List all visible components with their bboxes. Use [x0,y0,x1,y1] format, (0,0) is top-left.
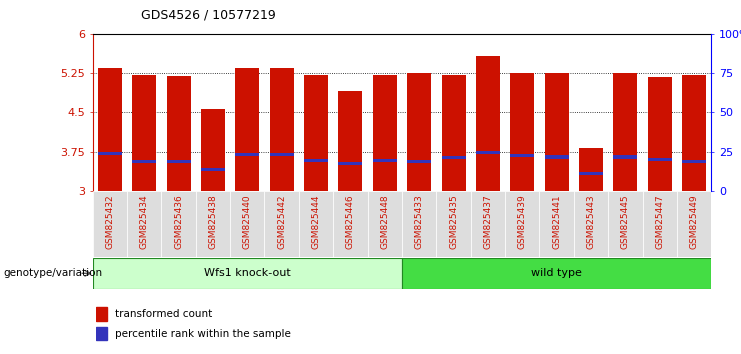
Bar [201,168,225,171]
Bar [270,153,293,156]
Text: GSM825432: GSM825432 [105,194,114,249]
Bar [608,191,642,257]
Text: GSM825439: GSM825439 [518,194,527,249]
Text: GSM825443: GSM825443 [587,194,596,249]
Bar [373,159,397,162]
Bar [196,191,230,257]
Bar [98,152,122,155]
Bar [333,191,368,257]
Bar [368,191,402,257]
Text: wild type: wild type [531,268,582,279]
FancyBboxPatch shape [93,258,402,289]
Bar [201,109,225,191]
Text: Wfs1 knock-out: Wfs1 knock-out [204,268,290,279]
Bar [511,73,534,191]
Bar [539,191,574,257]
Bar [579,172,603,176]
Bar [96,307,107,321]
Text: GSM825442: GSM825442 [277,194,286,249]
Bar [339,162,362,165]
Text: GSM825446: GSM825446 [346,194,355,249]
Bar [304,75,328,191]
Bar [505,191,539,257]
Text: GSM825449: GSM825449 [690,194,699,249]
Bar [299,191,333,257]
Bar [93,191,127,257]
Bar [96,327,107,340]
Bar [545,155,568,159]
Bar [167,76,190,191]
Bar [270,68,293,191]
Bar [442,156,465,159]
Text: GSM825448: GSM825448 [380,194,389,249]
Text: GSM825444: GSM825444 [311,194,321,249]
Bar [471,191,505,257]
Text: GSM825436: GSM825436 [174,194,183,249]
Bar [442,75,465,191]
Bar [682,75,706,191]
Bar [682,160,706,163]
Text: GSM825441: GSM825441 [552,194,561,249]
Bar [132,160,156,163]
Bar [236,153,259,156]
Bar [677,191,711,257]
Bar [402,191,436,257]
Bar [98,68,122,191]
Bar [476,151,500,154]
Text: transformed count: transformed count [115,309,212,319]
Bar [545,73,568,191]
Bar [265,191,299,257]
Bar [132,75,156,191]
Bar [574,191,608,257]
Bar [407,160,431,163]
Bar [230,191,265,257]
Text: GSM825447: GSM825447 [655,194,664,249]
Text: GSM825438: GSM825438 [208,194,217,249]
FancyBboxPatch shape [402,258,711,289]
Text: GSM825437: GSM825437 [483,194,493,249]
Bar [167,160,190,163]
Bar [127,191,162,257]
Bar [476,56,500,191]
Bar [236,68,259,191]
Text: percentile rank within the sample: percentile rank within the sample [115,329,290,339]
Bar [511,154,534,157]
Bar [614,155,637,159]
Text: GSM825445: GSM825445 [621,194,630,249]
Bar [579,148,603,191]
Bar [648,77,672,191]
Text: GSM825434: GSM825434 [140,194,149,249]
Text: GSM825435: GSM825435 [449,194,458,249]
Text: GDS4526 / 10577219: GDS4526 / 10577219 [141,9,276,22]
Bar [162,191,196,257]
Bar [614,73,637,191]
Bar [436,191,471,257]
Bar [373,75,397,191]
Text: GSM825440: GSM825440 [243,194,252,249]
Bar [304,159,328,162]
Text: genotype/variation: genotype/variation [4,268,103,278]
Bar [407,73,431,191]
Bar [339,91,362,191]
Bar [642,191,677,257]
Bar [648,158,672,161]
Text: GSM825433: GSM825433 [415,194,424,249]
